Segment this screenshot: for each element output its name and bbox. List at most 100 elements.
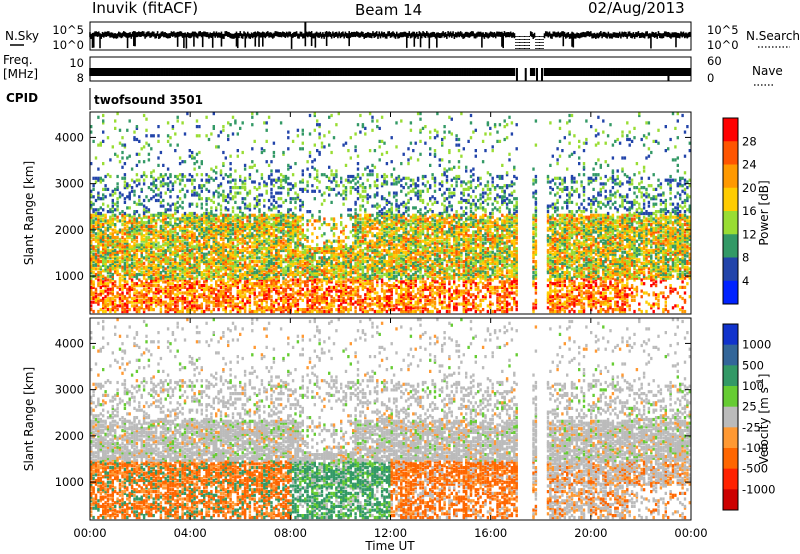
power-cell bbox=[236, 224, 239, 228]
power-cell bbox=[284, 198, 288, 203]
power-cell bbox=[275, 269, 278, 273]
power-cell bbox=[304, 308, 307, 312]
power-cell bbox=[265, 247, 268, 251]
power-cell bbox=[99, 176, 102, 180]
power-cell bbox=[212, 215, 215, 219]
power-cell bbox=[277, 219, 280, 223]
power-cell bbox=[121, 165, 124, 169]
power-cell bbox=[92, 263, 95, 267]
power-cell bbox=[224, 261, 227, 265]
power-cell bbox=[282, 309, 285, 314]
power-cell bbox=[147, 298, 151, 302]
power-cell bbox=[289, 256, 292, 260]
power-cell bbox=[121, 285, 124, 289]
power-cell bbox=[258, 234, 261, 238]
power-cell bbox=[231, 178, 235, 182]
power-cell bbox=[140, 235, 143, 240]
power-cell bbox=[243, 187, 247, 191]
power-cell bbox=[217, 202, 220, 206]
power-cell bbox=[174, 243, 177, 247]
power-cell bbox=[181, 263, 184, 267]
power-cell bbox=[318, 308, 321, 312]
power-cell bbox=[150, 226, 153, 230]
power-cell bbox=[111, 293, 114, 297]
power-cell bbox=[147, 284, 151, 288]
power-cell bbox=[236, 293, 239, 297]
power-cell bbox=[296, 293, 300, 297]
power-cell bbox=[320, 309, 324, 314]
power-cell bbox=[241, 254, 244, 258]
power-cell bbox=[234, 261, 237, 265]
power-cell bbox=[308, 298, 312, 302]
power-cell bbox=[306, 263, 309, 267]
power-cell bbox=[219, 232, 223, 236]
power-cell bbox=[195, 191, 199, 195]
power-cell bbox=[111, 263, 114, 267]
power-cell bbox=[90, 271, 93, 275]
power-cell bbox=[231, 252, 235, 256]
power-cell bbox=[130, 263, 134, 267]
power-cell bbox=[219, 280, 223, 284]
power-cell bbox=[224, 219, 227, 223]
power-cell bbox=[241, 258, 244, 262]
power-cell bbox=[260, 287, 264, 291]
power-cell bbox=[210, 260, 213, 264]
power-cell bbox=[145, 215, 148, 219]
power-cell bbox=[277, 191, 280, 195]
power-cell bbox=[229, 276, 232, 280]
power-cell bbox=[164, 254, 167, 258]
power-cell bbox=[313, 143, 316, 147]
power-cell bbox=[92, 237, 95, 241]
power-cell bbox=[92, 247, 95, 251]
power-cell bbox=[118, 263, 122, 267]
power-cell bbox=[174, 274, 177, 278]
power-cell bbox=[229, 197, 232, 201]
power-cell bbox=[306, 210, 309, 214]
power-cell bbox=[265, 278, 268, 282]
power-cell bbox=[162, 254, 165, 258]
power-cell bbox=[289, 187, 292, 191]
power-cell bbox=[243, 258, 247, 262]
power-cell bbox=[229, 309, 232, 314]
power-cell bbox=[135, 221, 139, 225]
power-cell bbox=[154, 237, 158, 241]
power-cell bbox=[121, 215, 124, 219]
power-cell bbox=[251, 226, 254, 230]
power-cell bbox=[130, 247, 134, 251]
power-cell bbox=[169, 243, 172, 247]
power-cell bbox=[142, 204, 146, 208]
power-cell bbox=[176, 308, 179, 312]
power-cell bbox=[258, 304, 261, 308]
power-cell bbox=[260, 300, 264, 304]
power-cell bbox=[123, 256, 127, 260]
power-cell bbox=[234, 250, 237, 254]
power-cell bbox=[123, 213, 127, 217]
power-cell bbox=[181, 284, 184, 288]
power-cell bbox=[178, 239, 182, 243]
power-cell bbox=[267, 254, 271, 258]
power-cell bbox=[246, 215, 249, 219]
power-cell bbox=[320, 296, 324, 301]
power-cell bbox=[277, 293, 280, 297]
power-cell bbox=[97, 271, 100, 275]
power-cell bbox=[243, 248, 247, 253]
power-cell bbox=[267, 208, 271, 212]
power-cell bbox=[212, 243, 215, 247]
power-cell bbox=[306, 261, 309, 265]
power-cell bbox=[272, 271, 276, 275]
power-cell bbox=[162, 269, 165, 273]
power-cell bbox=[277, 228, 280, 232]
power-cell bbox=[106, 256, 110, 260]
power-cell bbox=[152, 180, 155, 184]
power-cell bbox=[253, 271, 256, 275]
power-cell bbox=[279, 269, 283, 273]
power-cell bbox=[243, 223, 247, 227]
power-cell bbox=[231, 280, 235, 284]
power-cell bbox=[191, 241, 194, 245]
power-cell bbox=[212, 269, 215, 273]
power-cell bbox=[104, 239, 107, 243]
power-cell bbox=[210, 223, 213, 227]
power-cell bbox=[272, 304, 276, 308]
power-cell bbox=[166, 134, 170, 138]
power-cell bbox=[200, 160, 203, 164]
